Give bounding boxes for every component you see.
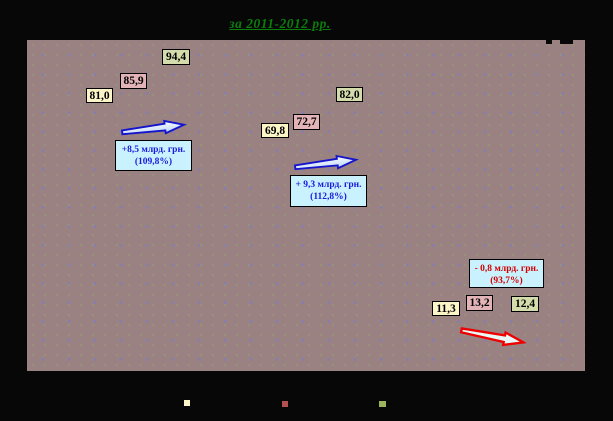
value-label-g3-s3: 12,4 (511, 296, 539, 312)
value-label-g2-s2: 72,7 (293, 114, 320, 130)
annotation-box-1: +8,5 млрд. грн. (109,8%) (115, 140, 192, 171)
plot-edge-notch (546, 40, 552, 44)
value-label-g1-s1: 81,0 (86, 88, 113, 103)
annotation-box-2: + 9,3 млрд. грн. (112,8%) (290, 175, 367, 207)
value-label-g2-s1: 69,8 (261, 123, 289, 138)
value-label-g3-s2: 13,2 (466, 295, 493, 311)
annotation-line: +8,5 млрд. грн. (121, 145, 186, 155)
value-label-g3-s1: 11,3 (432, 301, 460, 316)
legend-swatch-series1 (184, 400, 190, 406)
annotation-line: (93,7%) (490, 276, 523, 286)
annotation-box-3: - 0,8 млрд. грн. (93,7%) (469, 259, 544, 288)
value-label-g2-s3: 82,0 (336, 87, 363, 102)
trend-arrow-up-1 (120, 119, 188, 136)
value-label-g1-s3: 94,4 (162, 49, 190, 65)
plot-edge-notch (560, 40, 573, 44)
annotation-line: + 9,3 млрд. грн. (295, 180, 362, 190)
annotation-line: (112,8%) (310, 192, 347, 202)
trend-arrow-up-2 (293, 154, 360, 171)
value-label-g1-s2: 85,9 (120, 73, 147, 89)
legend-swatch-series2 (282, 401, 288, 407)
annotation-line: - 0,8 млрд. грн. (474, 264, 539, 274)
legend-swatch-series3 (379, 401, 386, 407)
trend-arrow-down (459, 327, 528, 347)
chart-title: за 2011-2012 рр. (229, 16, 331, 31)
annotation-line: (109,8%) (134, 157, 173, 167)
